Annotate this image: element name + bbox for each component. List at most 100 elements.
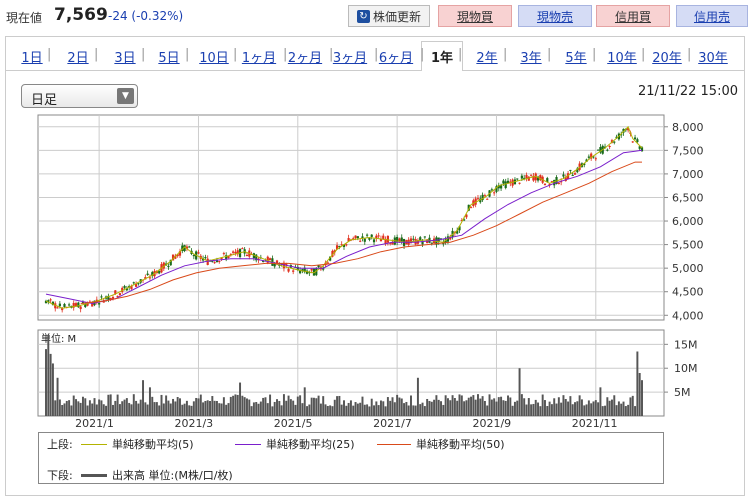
candle-body — [520, 175, 523, 179]
candle-body — [225, 255, 228, 260]
volume-bar — [472, 395, 475, 416]
volume-bar — [481, 396, 484, 416]
margin-buy-button[interactable]: 信用買 — [596, 5, 670, 27]
volume-bar — [555, 403, 558, 416]
legend-ma50-swatch — [377, 443, 411, 445]
volume-bar — [51, 363, 54, 416]
volume-bar — [102, 404, 105, 416]
volume-bar — [419, 404, 422, 416]
candle-body — [123, 286, 126, 288]
volume-bar — [382, 401, 385, 416]
candle-body — [333, 250, 336, 253]
volume-bar — [373, 405, 376, 416]
volume-bar — [449, 400, 452, 416]
volume-bar — [562, 395, 565, 416]
tab-period-1[interactable]: 2日 — [67, 51, 89, 66]
volume-bar — [93, 398, 96, 416]
volume-bar — [132, 394, 135, 416]
volume-bar — [262, 397, 265, 416]
volume-bar — [440, 401, 443, 416]
volume-bar — [497, 397, 500, 416]
volume-bar — [319, 403, 322, 416]
volume-bar — [204, 401, 207, 416]
volume-bar — [199, 394, 202, 416]
volume-bar — [421, 402, 424, 416]
period-separator: | — [547, 47, 552, 62]
volume-bar — [407, 405, 410, 416]
tab-period-5[interactable]: 1ヶ月 — [241, 51, 277, 66]
volume-bar — [592, 401, 595, 416]
volume-bar — [174, 401, 177, 416]
volume-tick-label: 10M — [674, 362, 698, 375]
candle-body — [368, 237, 371, 240]
tab-period-15[interactable]: 30年 — [698, 51, 728, 66]
volume-bar — [259, 401, 262, 416]
quote-bar: 現在値 7,569 -24 (-0.32%) ↻ 株価更新 現物買 現物売 信用… — [0, 0, 750, 32]
period-separator: | — [374, 47, 379, 62]
candle-body — [532, 175, 535, 181]
tab-period-9[interactable]: 1年 — [430, 51, 454, 66]
volume-bar — [601, 406, 604, 416]
candle-body — [356, 236, 359, 239]
tab-period-14[interactable]: 20年 — [652, 51, 682, 66]
volume-bar — [287, 395, 290, 416]
candle-body — [352, 238, 355, 240]
legend-ma25: 単純移動平均(25) — [235, 436, 355, 452]
tab-period-13[interactable]: 10年 — [607, 51, 637, 66]
candle-type-select[interactable]: 日足 ▼ — [21, 84, 138, 108]
candle-body — [317, 265, 320, 268]
volume-bar — [375, 401, 378, 416]
volume-bar — [285, 400, 288, 416]
candle-body — [121, 287, 124, 293]
volume-bar — [576, 401, 579, 416]
candle-body — [241, 248, 244, 250]
volume-bar — [414, 405, 417, 416]
candle-body — [463, 219, 466, 221]
volume-bar — [504, 400, 507, 416]
cash-sell-button[interactable]: 現物売 — [518, 5, 592, 27]
tab-period-4[interactable]: 10日 — [199, 51, 229, 66]
candle-body — [382, 235, 385, 240]
candle-body — [553, 179, 556, 186]
candle-body — [130, 285, 133, 290]
legend-ma25-label: 単純移動平均(25) — [266, 438, 355, 451]
volume-bar — [158, 405, 161, 416]
volume-bar — [105, 405, 108, 416]
volume-bar — [195, 397, 198, 416]
candle-body — [287, 268, 290, 272]
volume-bar — [225, 404, 228, 416]
tab-period-2[interactable]: 3日 — [114, 51, 136, 66]
candle-body — [132, 282, 135, 284]
tab-period-10[interactable]: 2年 — [476, 51, 498, 66]
candle-body — [338, 245, 341, 247]
volume-bar — [88, 400, 91, 416]
margin-sell-button[interactable]: 信用売 — [676, 5, 748, 27]
candle-body — [61, 307, 64, 311]
tab-period-8[interactable]: 6ヶ月 — [378, 51, 414, 66]
volume-bar — [458, 394, 461, 416]
cash-buy-button[interactable]: 現物買 — [438, 5, 512, 27]
price-tick-label: 4,500 — [672, 286, 704, 299]
volume-bar — [532, 403, 535, 416]
volume-bar — [389, 400, 392, 416]
candle-body — [363, 238, 366, 242]
tab-period-3[interactable]: 5日 — [158, 51, 180, 66]
volume-bar — [548, 401, 551, 416]
tab-period-0[interactable]: 1日 — [21, 51, 43, 66]
tab-period-12[interactable]: 5年 — [565, 51, 587, 66]
candle-body — [502, 180, 505, 184]
candle-body — [449, 237, 452, 240]
period-separator: | — [420, 47, 425, 62]
candle-body — [245, 254, 249, 256]
tab-period-6[interactable]: 2ヶ月 — [287, 51, 323, 66]
tab-period-11[interactable]: 3年 — [520, 51, 542, 66]
volume-bar — [483, 400, 486, 416]
refresh-price-button[interactable]: ↻ 株価更新 — [348, 5, 430, 27]
x-tick-label: 2021/7 — [373, 417, 412, 430]
volume-bar — [317, 395, 320, 416]
tab-period-7[interactable]: 3ヶ月 — [332, 51, 368, 66]
price-tick-label: 6,000 — [672, 215, 704, 228]
period-separator: | — [233, 47, 238, 62]
volume-bar — [569, 396, 572, 416]
candle-body — [98, 303, 101, 305]
